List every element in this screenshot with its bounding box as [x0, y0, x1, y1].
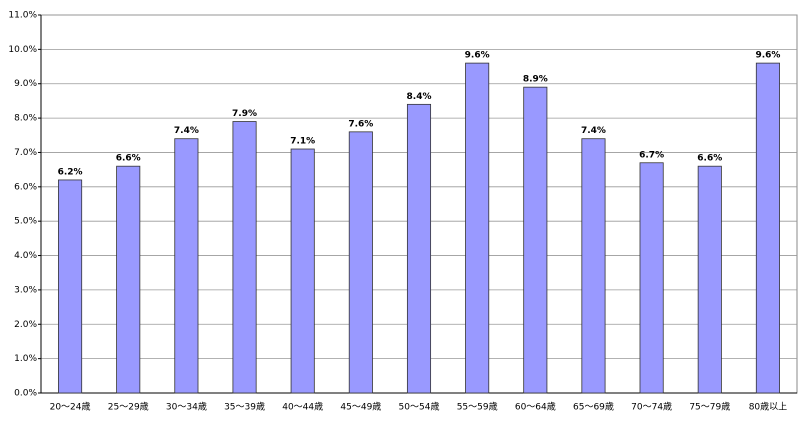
- bar: [639, 162, 664, 394]
- bar: [348, 131, 373, 394]
- bar: [232, 121, 257, 394]
- y-tick-label: 2.0%: [14, 320, 37, 330]
- value-label: 7.4%: [174, 126, 199, 136]
- y-tick-label: 11.0%: [8, 11, 37, 21]
- value-label: 6.2%: [58, 167, 83, 177]
- bar: [755, 62, 780, 394]
- value-label: 7.4%: [581, 126, 606, 136]
- bar: [290, 148, 315, 394]
- y-tick-label: 3.0%: [14, 285, 37, 295]
- bar: [523, 86, 548, 394]
- x-tick-label: 40～44歳: [282, 401, 323, 413]
- y-tick-label: 8.0%: [14, 114, 37, 124]
- value-label: 7.9%: [232, 109, 257, 119]
- x-tick-label: 55～59歳: [457, 401, 498, 413]
- bar: [116, 165, 141, 394]
- x-tick-label: 30～34歳: [166, 401, 207, 413]
- y-tick-label: 1.0%: [14, 354, 37, 364]
- value-label: 9.6%: [465, 51, 490, 61]
- value-label: 6.6%: [697, 154, 722, 164]
- x-tick-label: 65～69歳: [573, 401, 614, 413]
- x-tick-label: 50～54歳: [399, 401, 440, 413]
- x-tick-label: 45～49歳: [340, 401, 381, 413]
- value-label: 8.9%: [523, 75, 548, 85]
- bar: [465, 62, 490, 394]
- bar: [406, 103, 432, 394]
- value-label: 9.6%: [755, 51, 780, 61]
- x-tick-label: 20～24歳: [50, 401, 91, 413]
- x-tick-label: 75～79歳: [689, 401, 730, 413]
- y-tick-label: 0.0%: [14, 389, 37, 399]
- value-label: 7.1%: [290, 137, 315, 147]
- y-tick-label: 7.0%: [14, 148, 37, 158]
- bar: [581, 138, 606, 394]
- x-tick-label: 60～64歳: [515, 401, 556, 413]
- x-tick-label: 70～74歳: [631, 401, 672, 413]
- y-tick-label: 9.0%: [14, 79, 37, 89]
- bar: [697, 165, 722, 394]
- x-tick-label: 25～29歳: [108, 401, 149, 413]
- x-tick-label: 35～39歳: [224, 401, 265, 413]
- value-label: 8.4%: [407, 92, 432, 102]
- x-tick-label: 80歳以上: [749, 401, 787, 413]
- y-tick-label: 10.0%: [8, 45, 37, 55]
- value-label: 6.7%: [639, 150, 664, 160]
- y-tick-label: 5.0%: [14, 217, 37, 227]
- bar: [174, 138, 199, 394]
- value-label: 6.6%: [116, 154, 141, 164]
- bar: [58, 179, 83, 394]
- y-tick-label: 6.0%: [14, 182, 37, 192]
- y-tick-label: 4.0%: [14, 251, 37, 261]
- value-label: 7.6%: [348, 119, 373, 129]
